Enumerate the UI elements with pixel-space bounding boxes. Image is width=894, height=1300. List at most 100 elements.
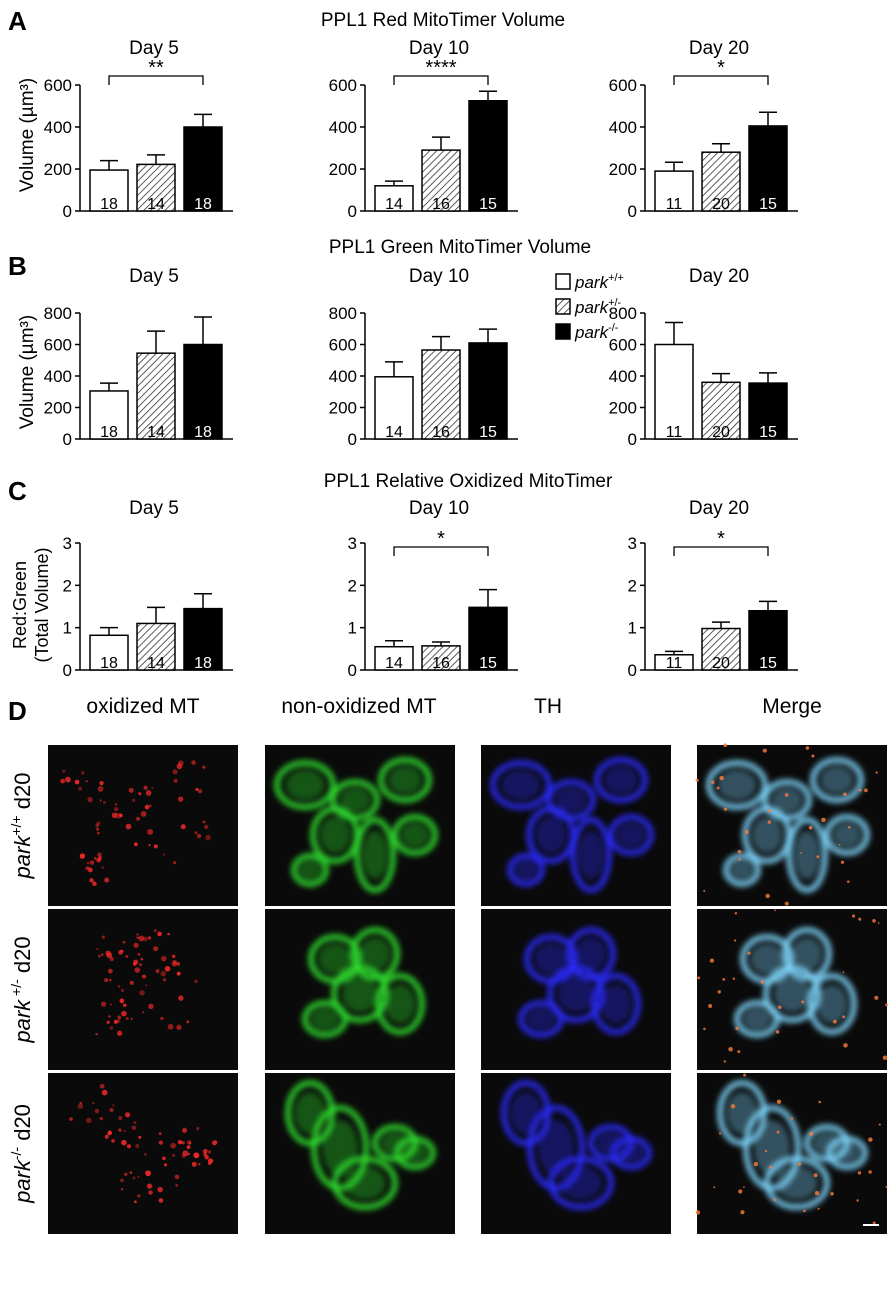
puncta (120, 949, 124, 953)
cell-outline (826, 1136, 868, 1170)
cell-signal (717, 1080, 868, 1210)
cell-outline (311, 1105, 369, 1191)
merge-puncta (832, 1019, 837, 1024)
merge-puncta (764, 1149, 768, 1153)
puncta (80, 771, 85, 775)
puncta (123, 1129, 126, 1133)
cell-body (794, 830, 820, 880)
puncta (96, 948, 99, 951)
significance-bracket (393, 546, 489, 556)
cell-body (535, 816, 567, 854)
puncta (137, 1175, 140, 1178)
merge-puncta (797, 1162, 802, 1166)
merge-puncta (818, 1100, 822, 1104)
row-label-suffix: d20 (10, 936, 35, 979)
significance-bracket (108, 75, 204, 85)
merge-puncta (719, 1132, 722, 1135)
puncta (79, 853, 86, 859)
y-tick-label: 200 (329, 399, 357, 418)
puncta (126, 1144, 131, 1149)
merge-puncta (885, 1003, 889, 1007)
bar (748, 125, 788, 212)
merge-puncta (767, 809, 771, 813)
puncta (129, 980, 134, 985)
merge-puncta (735, 1026, 739, 1031)
merge-puncta (885, 1185, 888, 1188)
cell-body (318, 943, 352, 975)
puncta (167, 932, 170, 936)
cell-body (294, 1092, 326, 1134)
micrograph-row-label: park+/+ d20 (8, 773, 35, 880)
puncta (144, 1153, 147, 1156)
merge-puncta (723, 1060, 727, 1063)
puncta (95, 857, 101, 863)
cell-outline (570, 817, 612, 893)
puncta (136, 933, 139, 936)
y-tick-label: 600 (44, 336, 72, 355)
puncta (158, 1140, 164, 1145)
bar-n-label: 14 (385, 196, 403, 213)
merge-puncta (830, 1192, 834, 1196)
cell-outline (302, 1000, 348, 1038)
merge-puncta (709, 958, 715, 963)
cell-outline (332, 1156, 398, 1210)
puncta (207, 1150, 212, 1154)
puncta (74, 779, 80, 785)
cell-body (341, 975, 379, 1013)
merge-puncta (858, 917, 862, 921)
cell-body (600, 984, 632, 1024)
puncta (86, 861, 90, 865)
cell-outline (518, 1000, 564, 1038)
puncta (93, 857, 97, 860)
row-label-base: park (10, 1159, 35, 1204)
puncta (176, 971, 181, 976)
subplot-title: Day 10 (409, 498, 469, 519)
puncta (124, 1172, 128, 1176)
puncta (125, 955, 129, 958)
merge-puncta (858, 788, 862, 792)
y-tick-label: 1 (348, 619, 357, 638)
puncta (86, 1117, 92, 1124)
puncta (96, 821, 101, 826)
bar-n-label: 18 (100, 655, 118, 672)
bar-n-label: 14 (147, 655, 165, 672)
cell-body (298, 860, 322, 880)
panel-c-ylabel-line2: (Total Volume) (32, 547, 52, 662)
puncta (65, 776, 71, 783)
merge-puncta (723, 807, 728, 811)
merge-puncta (713, 1186, 716, 1189)
y-tick-label: 600 (44, 76, 72, 95)
puncta (198, 1163, 201, 1166)
puncta (118, 1115, 123, 1121)
micrograph-column-label: non-oxidized MT (281, 695, 436, 718)
puncta (153, 946, 159, 952)
puncta (147, 936, 152, 940)
merge-puncta (848, 825, 851, 829)
merge-puncta (753, 1161, 759, 1167)
cell-outline (354, 817, 396, 893)
puncta (109, 979, 112, 982)
puncta (134, 1200, 137, 1204)
merge-puncta (877, 922, 880, 924)
y-tick-label: 200 (44, 399, 72, 418)
merge-puncta (778, 1005, 782, 1009)
bar (468, 606, 508, 671)
y-tick-label: 800 (609, 304, 637, 323)
puncta (180, 1141, 183, 1145)
legend-swatch-hatched (555, 298, 571, 315)
bar-n-label: 15 (479, 655, 497, 672)
puncta (77, 1103, 84, 1109)
cell-body (527, 1007, 555, 1031)
cell-body (618, 1143, 644, 1163)
puncta (108, 1015, 111, 1018)
bar (136, 163, 176, 212)
legend-swatch-open (555, 273, 571, 290)
puncta (125, 823, 132, 830)
cell-outline (824, 814, 870, 856)
puncta (147, 828, 154, 835)
bar-n-label: 18 (194, 424, 212, 441)
merge-puncta (814, 1191, 820, 1196)
puncta (120, 1188, 124, 1191)
puncta (176, 1024, 182, 1031)
